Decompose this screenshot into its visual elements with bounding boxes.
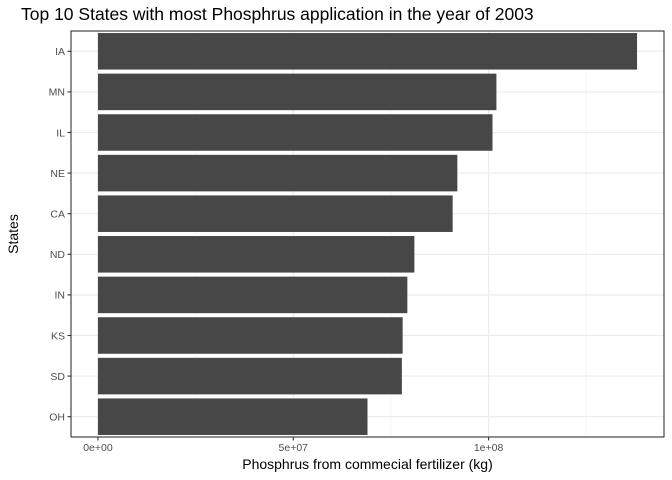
y-tick-label-il: IL (56, 127, 65, 139)
x-tick-label-2: 1e+08 (474, 442, 504, 454)
y-tick-label-in: IN (55, 290, 66, 302)
y-tick-label-ks: KS (51, 330, 65, 342)
y-tick-label-nd: ND (50, 249, 66, 261)
bar-ks (97, 317, 403, 354)
bar-mn (97, 73, 497, 111)
x-tick-label-1: 5e+07 (279, 442, 309, 454)
bar-ia (97, 33, 638, 70)
bar-oh (97, 398, 368, 435)
bar-sd (97, 357, 402, 395)
bar-ca (97, 195, 453, 232)
bar-in (97, 276, 408, 314)
chart-title: Top 10 States with most Phosphrus applic… (21, 4, 534, 24)
y-tick-label-mn: MN (49, 87, 65, 99)
y-tick-label-ia: IA (55, 46, 65, 58)
bar-ne (97, 154, 458, 192)
y-tick-label-ne: NE (50, 168, 65, 180)
bar-nd (97, 236, 415, 273)
y-tick-label-sd: SD (50, 371, 65, 383)
bar-il (97, 114, 493, 151)
x-axis-title: Phosphrus from commecial fertilizer (kg) (242, 456, 493, 472)
y-tick-label-ca: CA (50, 209, 65, 221)
y-axis-title: States (5, 214, 21, 254)
panel-border (70, 30, 665, 438)
y-tick-label-oh: OH (49, 412, 65, 424)
x-tick-label-0: 0e+00 (83, 442, 113, 454)
